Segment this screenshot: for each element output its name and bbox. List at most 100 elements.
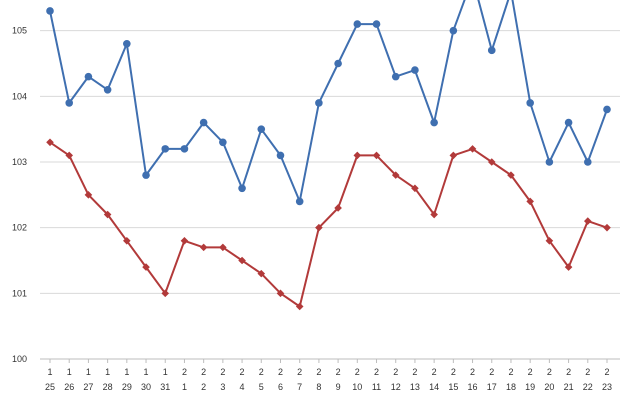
series-1-point [219, 138, 227, 147]
x-tick-label-top: 2 [278, 367, 283, 377]
x-tick-label-top: 2 [259, 367, 264, 377]
series-2-point [411, 184, 419, 193]
series-1-point [103, 85, 112, 94]
x-tick-label-top: 2 [412, 367, 417, 377]
series-2-point [142, 263, 150, 271]
x-tick-label-top: 2 [240, 367, 245, 377]
series-2-point [468, 145, 477, 153]
series-2-point [295, 302, 304, 311]
series-1-point [449, 26, 458, 35]
series-2-point [583, 217, 592, 225]
series-2-point [123, 237, 131, 245]
series-1-point [411, 66, 419, 74]
y-tick-label: 102 [12, 223, 27, 233]
x-tick-label-top: 1 [144, 367, 149, 377]
y-tick-label: 104 [12, 91, 27, 101]
series-2-line [49, 141, 608, 308]
series-1-line [49, 0, 608, 203]
series-2-point [84, 191, 93, 199]
x-tick-label-bottom: 23 [602, 382, 612, 392]
x-tick-label-bottom: 9 [336, 382, 341, 392]
x-tick-label-bottom: 30 [141, 382, 151, 392]
series-2-point [603, 223, 611, 232]
series-1-point [526, 99, 534, 107]
series-1-point [46, 7, 54, 15]
series-1-point [142, 171, 150, 179]
series-1-point [238, 184, 246, 193]
series-2-point [238, 256, 246, 265]
x-tick-label-top: 1 [163, 367, 168, 377]
series-2-point [430, 210, 438, 219]
x-tick-label-top: 1 [86, 367, 91, 377]
x-tick-label-bottom: 28 [103, 382, 113, 392]
y-tick-label: 103 [12, 157, 27, 167]
x-tick-label-top: 2 [220, 367, 225, 377]
series-1-point [334, 59, 342, 68]
x-tick-label-top: 2 [182, 367, 187, 377]
x-tick-label-top: 2 [470, 367, 475, 377]
series-1-point [315, 99, 323, 107]
series-1-point [161, 145, 170, 153]
x-tick-label-bottom: 3 [220, 382, 225, 392]
series-2-point [219, 243, 227, 252]
series-1-point [583, 158, 592, 166]
x-tick-label-bottom: 6 [278, 382, 283, 392]
series-1-point [487, 46, 496, 55]
series-1-point [391, 72, 400, 81]
x-tick-label-top: 2 [355, 367, 360, 377]
x-tick-label-bottom: 18 [506, 382, 516, 392]
series-1 [46, 0, 611, 206]
series-1-point [353, 20, 362, 28]
series-layer [46, 0, 611, 311]
x-tick-label-bottom: 2 [201, 382, 206, 392]
y-axis: 100 101 102 103 104 105 [12, 26, 27, 364]
x-tick-label-bottom: 13 [410, 382, 420, 392]
series-1-point [84, 72, 93, 81]
x-tick-label-top: 1 [67, 367, 72, 377]
series-2-point [276, 289, 285, 298]
x-tick-label-top: 2 [374, 367, 379, 377]
x-tick-label-bottom: 25 [45, 382, 55, 392]
series-1-point [180, 145, 189, 153]
series-1-point [276, 151, 285, 160]
series-2-point [180, 237, 189, 245]
series-1-point [257, 125, 266, 133]
x-tick-label-top: 2 [297, 367, 302, 377]
series-2 [46, 138, 611, 311]
series-2-point [103, 210, 112, 219]
x-tick-label-bottom: 14 [429, 382, 439, 392]
y-tick-label: 100 [12, 354, 27, 364]
series-2-point [161, 289, 170, 298]
x-tick-label-top: 2 [336, 367, 341, 377]
series-2-point [372, 151, 381, 160]
x-tick-label-bottom: 29 [122, 382, 132, 392]
x-tick-label-bottom: 8 [316, 382, 321, 392]
series-2-point [257, 269, 266, 278]
x-tick-label-top: 1 [124, 367, 129, 377]
x-tick-label-bottom: 16 [468, 382, 478, 392]
y-tick-label: 105 [12, 26, 27, 36]
grid [40, 30, 620, 360]
series-2-point [526, 197, 534, 206]
x-tick-label-top: 2 [316, 367, 321, 377]
series-1-point [372, 20, 381, 28]
series-1-point [295, 197, 304, 206]
y-tick-label: 101 [12, 288, 27, 298]
series-2-point [507, 171, 515, 179]
x-tick-label-top: 2 [393, 367, 398, 377]
series-1-point [564, 118, 573, 127]
x-tick-label-bottom: 17 [487, 382, 497, 392]
series-2-point [199, 243, 208, 252]
series-2-point [353, 151, 362, 160]
x-tick-label-bottom: 19 [525, 382, 535, 392]
x-tick-label-top: 2 [201, 367, 206, 377]
series-2-point [315, 223, 323, 232]
series-1-point [65, 99, 74, 107]
x-tick-label-bottom: 12 [391, 382, 401, 392]
series-2-point [391, 171, 400, 179]
series-2-point [65, 151, 74, 160]
x-tick-label-bottom: 15 [448, 382, 458, 392]
x-tick-label-top: 2 [585, 367, 590, 377]
x-tick-label-bottom: 26 [64, 382, 74, 392]
series-2-point [564, 263, 573, 271]
